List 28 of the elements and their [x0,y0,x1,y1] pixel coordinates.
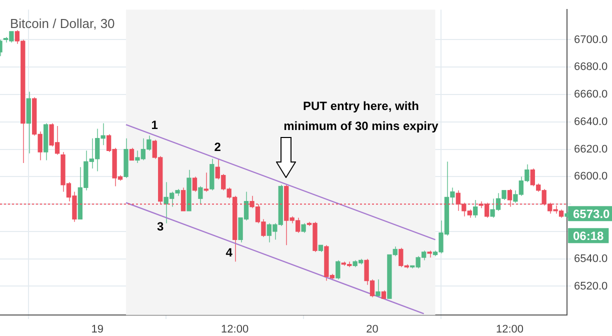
x-tick-label: 12:00 [496,324,524,336]
candlestick [336,260,340,280]
text: 6573.0 [573,206,610,221]
y-tick-label: 6700.0 [574,34,608,46]
x-tick-label: 19 [91,324,104,336]
annotation: 2 [214,140,222,154]
y-tick-label: 6600.0 [574,170,608,183]
candlestick [204,172,209,192]
y-tick-label: 6680.0 [574,61,608,74]
annotation: 4 [226,245,233,260]
text: 06:18 [573,228,604,243]
annotation: 3 [157,219,164,234]
x-tick-label: 12:00 [221,324,249,336]
candlestick [301,222,306,234]
x-tick-label: 20 [366,324,378,336]
y-tick-label: 6520.0 [574,280,608,292]
y-tick-label: 6540.0 [574,252,608,265]
candlestick [129,147,134,161]
text: Bitcoin / Dollar, 30 [10,16,115,32]
y-tick-label: 6640.0 [574,116,608,128]
candlestick [192,176,198,192]
annotation: 1 [151,118,158,132]
candlestick [376,278,380,298]
y-tick-label: 6620.0 [574,143,608,156]
candlestick [198,186,203,205]
candlestick [473,199,478,218]
annotation: PUT entry here, with minimum of 30 mins expiry [284,98,439,133]
y-tick-label: 6660.0 [574,88,608,101]
